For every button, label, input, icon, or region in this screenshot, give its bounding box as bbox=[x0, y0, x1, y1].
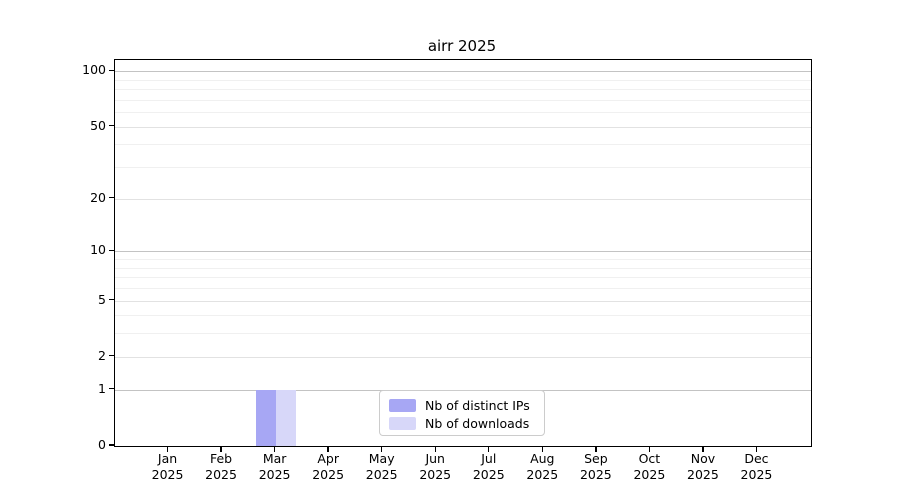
y-tick-label-0: 0 bbox=[98, 437, 106, 452]
y-tick-label-100: 100 bbox=[82, 62, 106, 78]
x-tick-label-jul: Jul 2025 bbox=[472, 451, 505, 482]
legend-entry-distinct-ips: Nb of distinct IPs bbox=[389, 396, 544, 414]
legend-label-downloads: Nb of downloads bbox=[425, 415, 530, 431]
y-gridline-30 bbox=[115, 167, 811, 169]
x-tick-label-apr: Apr 2025 bbox=[312, 451, 345, 482]
y-gridline-40 bbox=[115, 144, 811, 146]
y-gridline-6 bbox=[115, 287, 811, 289]
x-tick-jan bbox=[166, 446, 169, 452]
x-tick-label-dec: Dec 2025 bbox=[740, 451, 773, 482]
y-tick-label-10: 10 bbox=[90, 242, 106, 258]
x-tick-dec bbox=[755, 446, 758, 452]
x-tick-jun bbox=[434, 446, 436, 452]
y-tick-10 bbox=[109, 249, 114, 251]
y-tick-0 bbox=[109, 444, 114, 446]
y-gridline-20 bbox=[115, 198, 811, 200]
bar-nb-of-distinct-ips-mar bbox=[255, 389, 276, 446]
y-tick-label-20: 20 bbox=[90, 189, 106, 205]
x-tick-label-nov: Nov 2025 bbox=[687, 451, 719, 482]
x-tick-label-oct: Oct 2025 bbox=[633, 451, 666, 482]
y-tick-20 bbox=[109, 197, 114, 199]
y-gridline-9 bbox=[115, 259, 811, 261]
y-tick-5 bbox=[109, 298, 114, 301]
y-tick-50 bbox=[109, 125, 114, 127]
x-tick-may bbox=[380, 446, 383, 452]
legend-label-distinct-ips: Nb of distinct IPs bbox=[425, 397, 530, 413]
y-tick-2 bbox=[109, 355, 114, 357]
x-tick-sep bbox=[595, 446, 597, 452]
x-tick-oct bbox=[648, 446, 651, 452]
y-gridline-70 bbox=[115, 99, 811, 101]
y-gridline-90 bbox=[115, 79, 811, 81]
y-tick-100 bbox=[109, 69, 114, 71]
x-tick-mar bbox=[273, 446, 276, 452]
y-gridline-80 bbox=[115, 89, 811, 91]
y-gridline-7 bbox=[115, 277, 811, 279]
x-tick-label-jun: Jun 2025 bbox=[419, 451, 452, 482]
y-tick-1 bbox=[109, 388, 114, 390]
legend-swatch-downloads bbox=[389, 416, 416, 430]
legend-entry-downloads: Nb of downloads bbox=[389, 414, 544, 432]
legend-swatch-distinct-ips bbox=[389, 398, 416, 412]
x-tick-label-jan: Jan 2025 bbox=[151, 451, 184, 482]
x-tick-label-mar: Mar 2025 bbox=[258, 451, 291, 482]
x-tick-apr bbox=[327, 446, 329, 452]
y-gridline-50 bbox=[115, 126, 811, 128]
y-gridline-5 bbox=[115, 300, 811, 302]
x-tick-label-aug: Aug 2025 bbox=[526, 451, 559, 482]
y-tick-label-1: 1 bbox=[98, 380, 106, 396]
y-gridline-3 bbox=[115, 333, 811, 335]
x-tick-feb bbox=[220, 446, 222, 452]
plot-area bbox=[114, 59, 812, 447]
bar-nb-of-downloads-mar bbox=[275, 389, 296, 446]
y-gridline-4 bbox=[115, 315, 811, 317]
y-tick-label-50: 50 bbox=[90, 117, 106, 133]
y-gridline-8 bbox=[115, 267, 811, 269]
x-tick-aug bbox=[541, 446, 543, 452]
y-tick-label-2: 2 bbox=[98, 347, 106, 363]
chart-title: airr 2025 bbox=[427, 37, 497, 55]
legend: Nb of distinct IPs Nb of downloads bbox=[379, 390, 545, 436]
x-tick-label-may: May 2025 bbox=[365, 451, 398, 482]
y-tick-label-5: 5 bbox=[98, 291, 106, 307]
y-gridline-60 bbox=[115, 112, 811, 114]
x-tick-label-sep: Sep 2025 bbox=[579, 451, 612, 482]
x-tick-label-feb: Feb 2025 bbox=[205, 451, 237, 482]
x-tick-nov bbox=[702, 446, 704, 452]
y-gridline-10 bbox=[115, 251, 811, 253]
x-tick-jul bbox=[488, 446, 490, 452]
y-gridline-2 bbox=[115, 356, 811, 358]
y-gridline-100 bbox=[115, 71, 811, 73]
